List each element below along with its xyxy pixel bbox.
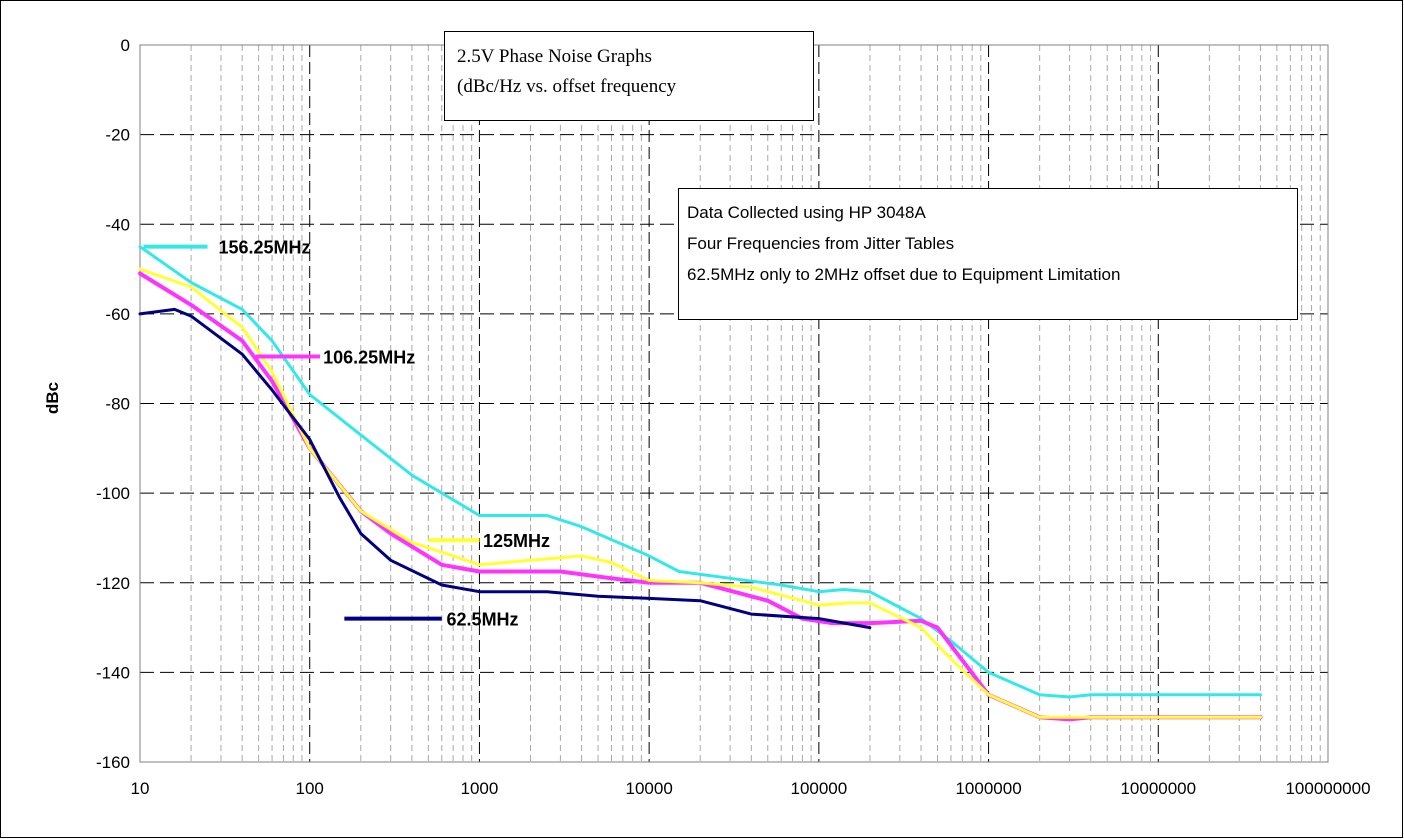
x-tick-label: 100 — [296, 779, 324, 798]
y-tick-label: -80 — [105, 395, 130, 414]
series-line-62-5mhz — [140, 309, 870, 627]
series-label-62-5mhz: 62.5MHz — [447, 610, 519, 630]
chart-title-line-1: 2.5V Phase Noise Graphs — [457, 42, 813, 72]
y-tick-label: -100 — [96, 484, 130, 503]
note-line-2: Four Frequencies from Jitter Tables — [687, 228, 1297, 259]
x-tick-label: 1000 — [461, 779, 499, 798]
y-tick-label: -20 — [105, 126, 130, 145]
chart-title-box: 2.5V Phase Noise Graphs (dBc/Hz vs. offs… — [444, 31, 814, 121]
note-line-1: Data Collected using HP 3048A — [687, 197, 1297, 228]
y-tick-label: -40 — [105, 215, 130, 234]
major-gridlines — [140, 45, 1328, 762]
y-tick-label: -120 — [96, 574, 130, 593]
series-label-156-25mhz: 156.25MHz — [218, 238, 310, 258]
y-tick-label: -160 — [96, 753, 130, 772]
x-tick-label: 10000000 — [1120, 779, 1196, 798]
y-axis-label: dBc — [43, 382, 62, 414]
x-tick-label: 1000000 — [955, 779, 1021, 798]
notes-box: Data Collected using HP 3048A Four Frequ… — [678, 188, 1298, 320]
x-tick-label: 10000 — [626, 779, 673, 798]
x-tick-labels: 10 100 1000 10000 100000 1000000 10000000 10000… — [131, 779, 1371, 798]
y-tick-label: -140 — [96, 663, 130, 682]
y-tick-label: -60 — [105, 305, 130, 324]
x-tick-label: 100000 — [790, 779, 847, 798]
y-tick-label: 0 — [121, 36, 130, 55]
series-label-106-25mhz: 106.25MHz — [323, 347, 415, 367]
y-tick-labels: 0 -20 -40 -60 -80 -100 -120 -140 -160 — [96, 36, 130, 772]
note-line-3: 62.5MHz only to 2MHz offset due to Equip… — [687, 259, 1297, 290]
x-tick-label: 100000000 — [1285, 779, 1370, 798]
chart-title-line-2: (dBc/Hz vs. offset frequency — [457, 72, 813, 102]
series-label-125mhz: 125MHz — [483, 531, 550, 551]
x-tick-label: 10 — [131, 779, 150, 798]
